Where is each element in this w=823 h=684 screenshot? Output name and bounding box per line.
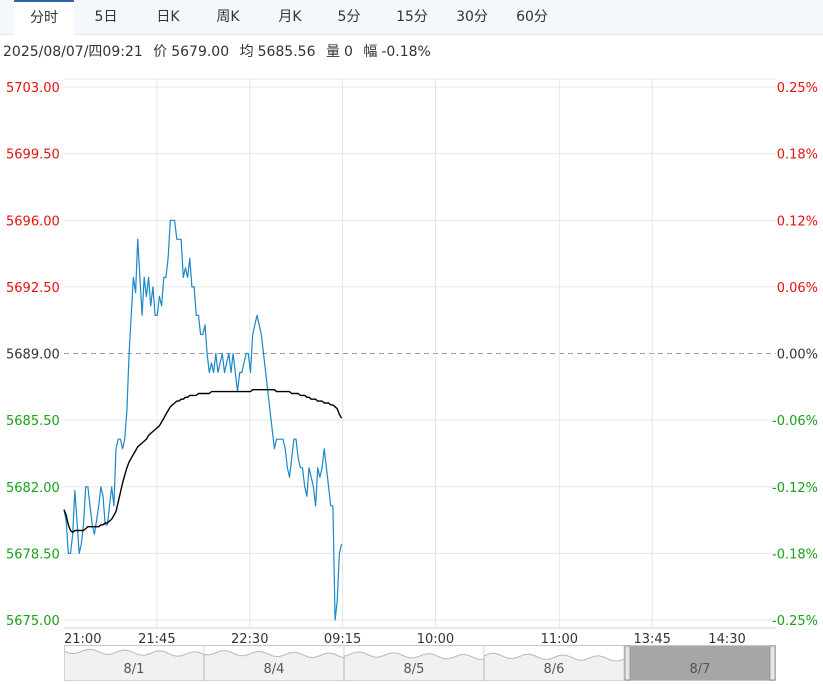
tab-2[interactable]: 日K <box>156 9 180 25</box>
pct-tick-label: 0.12% <box>777 214 818 229</box>
pct-tick-label: -0.12% <box>772 481 818 496</box>
navigator-day-label[interactable]: 8/1 <box>124 662 145 677</box>
y-tick-label: 5689.00 <box>6 348 60 363</box>
y-tick-label: 5685.50 <box>6 414 60 429</box>
day-navigator[interactable]: 8/1 8/4 8/5 8/6 8/7 <box>64 645 776 681</box>
pct-tick-label: -0.06% <box>772 414 818 429</box>
pct-tick-label: -0.18% <box>772 547 818 562</box>
y-tick-label: 5675.00 <box>6 614 60 629</box>
y-tick-label: 5696.00 <box>6 214 60 229</box>
x-tick-label: 21:45 <box>138 632 175 645</box>
navigator-mini-line <box>483 652 625 681</box>
info-chg-label: 幅 <box>363 44 378 60</box>
navigator-day-label[interactable]: 8/7 <box>690 662 711 677</box>
info-vol: 0 <box>343 44 353 60</box>
info-avg-label: 均 <box>239 44 254 60</box>
avg-price-line <box>63 389 343 534</box>
price-line <box>63 219 343 621</box>
period-tabs: 分时 5日 日K 周K 月K 5分 15分 30分 60分 <box>0 0 823 35</box>
y-tick-label: 5682.00 <box>6 481 60 496</box>
info-price: 5679.00 <box>171 44 230 60</box>
y-tick-label: 5692.50 <box>6 281 60 296</box>
y-tick-label: 5699.50 <box>6 148 60 163</box>
info-chg: -0.18% <box>381 44 431 60</box>
tab-4[interactable]: 月K <box>278 9 302 25</box>
intraday-chart[interactable]: 5703.00 0.25% 5699.50 0.18% 5696.00 0.12% 5692… <box>0 0 823 645</box>
tab-7[interactable]: 30分 <box>456 9 488 25</box>
navigator-day-label[interactable]: 8/4 <box>264 662 285 677</box>
tab-0[interactable]: 分时 <box>14 0 74 35</box>
pct-tick-label: 0.06% <box>777 281 818 296</box>
pct-tick-label: 0.25% <box>777 81 818 96</box>
navigator-selection[interactable] <box>626 646 772 680</box>
navigator-day-label[interactable]: 8/6 <box>544 662 565 677</box>
tab-1[interactable]: 5日 <box>94 9 118 25</box>
tab-5[interactable]: 5分 <box>337 9 361 25</box>
y-tick-label: 5678.50 <box>6 547 60 562</box>
pct-tick-label: 0.18% <box>777 148 818 163</box>
info-datetime: 2025/08/07/四09:21 <box>3 44 143 60</box>
info-avg: 5685.56 <box>257 44 316 60</box>
info-price-label: 价 <box>153 44 168 60</box>
navigator-mini-line <box>343 651 485 681</box>
navigator-handle-left[interactable] <box>624 645 631 681</box>
navigator-mini-line <box>64 648 205 681</box>
pct-tick-label: 0.00% <box>777 348 818 363</box>
navigator-day-label[interactable]: 8/5 <box>404 662 425 677</box>
info-vol-label: 量 <box>325 44 340 60</box>
y-tick-label: 5703.00 <box>6 81 60 96</box>
x-tick-label: 09:15 <box>324 632 361 645</box>
tab-8[interactable]: 60分 <box>516 9 548 25</box>
navigator-mini-line <box>203 649 345 681</box>
tab-6[interactable]: 15分 <box>396 9 428 25</box>
x-tick-label: 14:30 <box>708 632 745 645</box>
x-tick-label: 22:30 <box>231 632 268 645</box>
x-tick-label: 21:00 <box>64 632 101 645</box>
x-tick-label: 10:00 <box>417 632 454 645</box>
navigator-handle-right[interactable] <box>769 645 776 681</box>
pct-tick-label: -0.25% <box>772 614 818 629</box>
tab-3[interactable]: 周K <box>216 9 240 25</box>
x-tick-label: 13:45 <box>633 632 670 645</box>
x-tick-label: 11:00 <box>541 632 578 645</box>
